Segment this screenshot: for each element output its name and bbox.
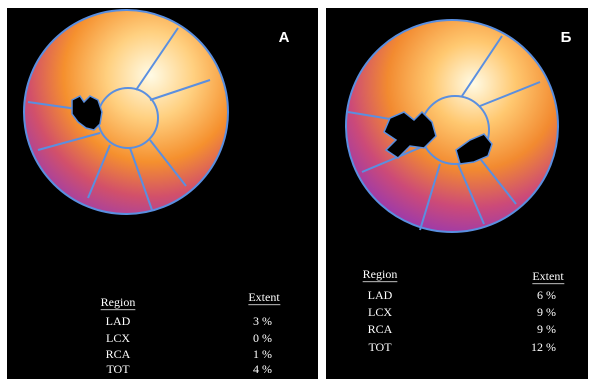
column-header: Extent (532, 269, 564, 283)
extent-value: 1 % (253, 347, 272, 361)
column-header: Region (101, 295, 136, 309)
extent-value: 9 % (537, 305, 556, 319)
panel-label: А (279, 29, 290, 46)
region-name: LCX (106, 331, 130, 345)
extent-value: 9 % (537, 322, 556, 336)
region-name: TOT (106, 362, 130, 376)
region-name: TOT (368, 340, 392, 354)
column-header: Region (363, 267, 398, 281)
extent-value: 6 % (537, 288, 556, 302)
region-name: LAD (106, 314, 131, 328)
panel-label: Б (561, 29, 572, 46)
extent-value: 4 % (253, 362, 272, 376)
figure: А Region Extent LAD 3 % LCX 0 % RCA 1 % TOT 4 % Б… (0, 0, 595, 380)
region-name: LAD (368, 288, 393, 302)
region-name: RCA (106, 347, 131, 361)
panel: А Region Extent LAD 3 % LCX 0 % RCA 1 % TOT 4 % (7, 8, 318, 379)
extent-value: 0 % (253, 331, 272, 345)
region-name: LCX (368, 305, 392, 319)
region-name: RCA (368, 322, 393, 336)
panel: Б Region Extent LAD 6 % LCX 9 % RCA 9 % TOT 12 % (326, 8, 588, 379)
extent-value: 3 % (253, 314, 272, 328)
column-header: Extent (248, 290, 280, 304)
polar-map (346, 20, 558, 232)
extent-value: 12 % (531, 340, 556, 354)
polar-map (24, 10, 228, 214)
